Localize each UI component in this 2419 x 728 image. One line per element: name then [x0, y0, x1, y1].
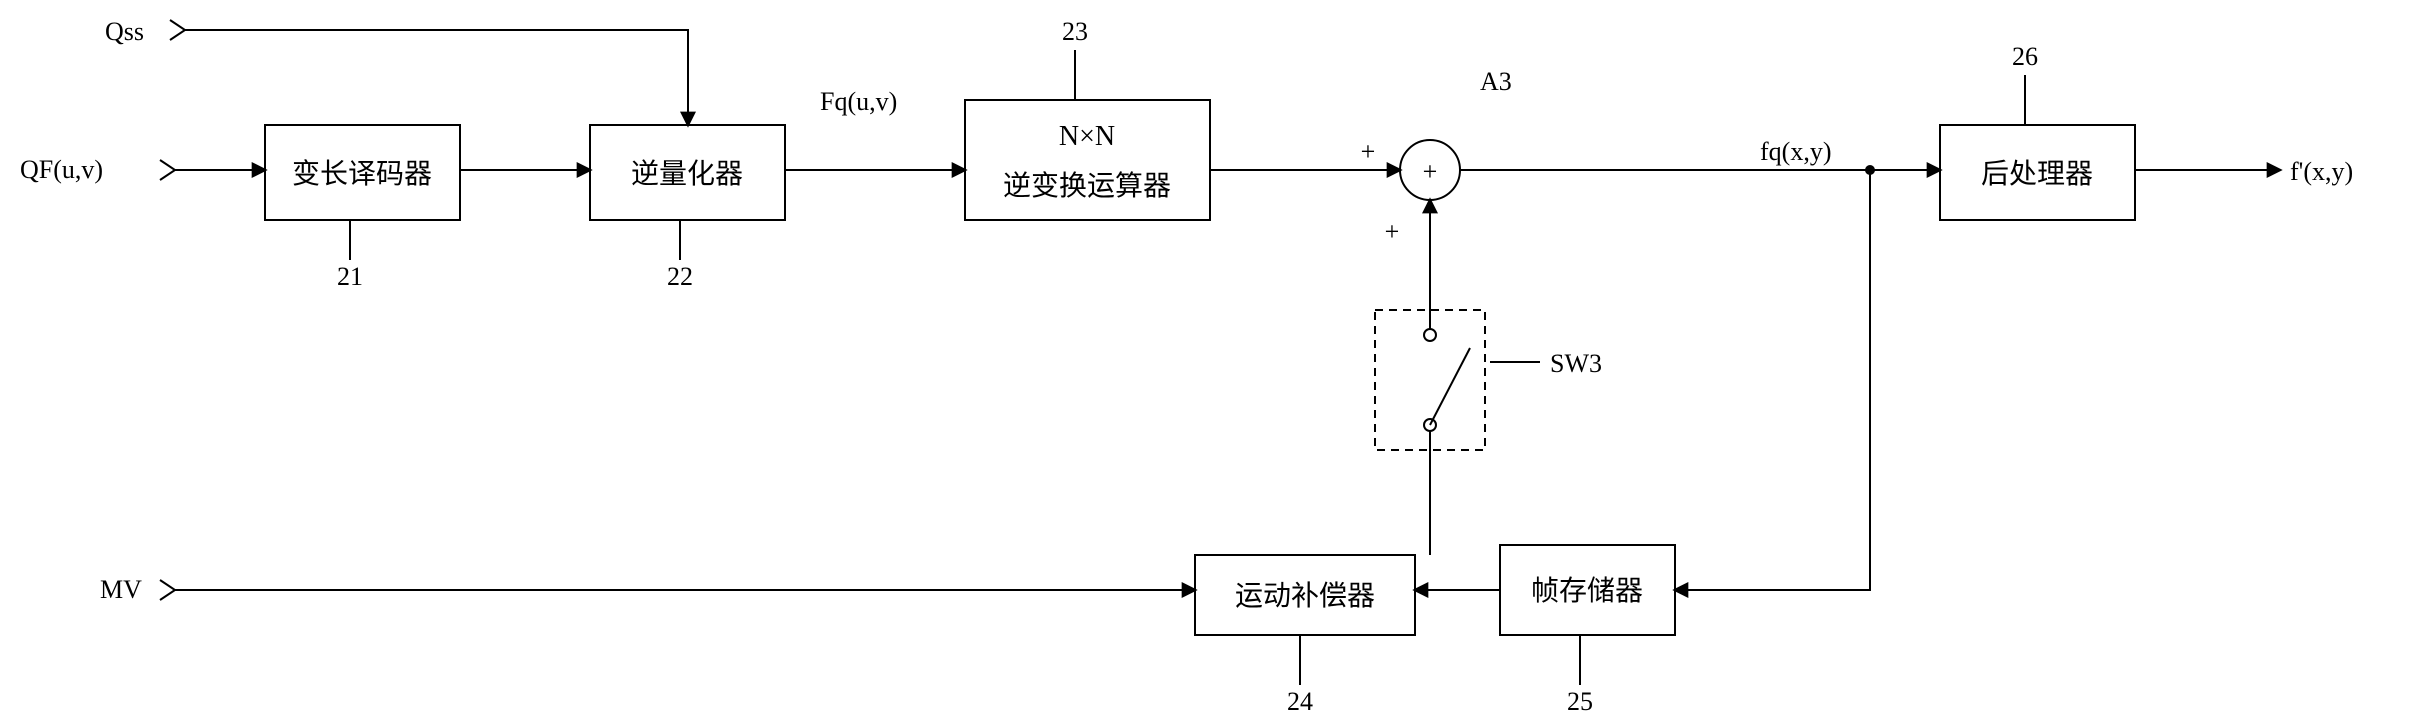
wire-tap-fm — [1675, 170, 1870, 590]
switch-terminal-top — [1424, 329, 1436, 341]
block-post-label: 后处理器 — [1981, 158, 2093, 190]
wires — [175, 30, 2280, 590]
signal-fq-xy: fq(x,y) — [1760, 137, 1831, 166]
chevron-icon — [160, 580, 175, 600]
block-mc-id: 24 — [1287, 687, 1313, 716]
adder-id: A3 — [1480, 67, 1512, 96]
input-ports: Qss QF(u,v) MV — [20, 17, 185, 604]
block-vld: 变长译码器 21 — [265, 125, 460, 291]
block-ixform-line1: N×N — [1059, 121, 1115, 152]
junction-dot — [1865, 165, 1875, 175]
block-ixform-id: 23 — [1062, 17, 1088, 46]
block-iq-label: 逆量化器 — [631, 158, 743, 190]
switch-arm — [1430, 348, 1470, 425]
block-mc-label: 运动补偿器 — [1235, 580, 1375, 612]
block-ixform: N×N 逆变换运算器 23 — [965, 17, 1210, 220]
block-post: 后处理器 26 — [1940, 42, 2135, 220]
adder-plus-bottom: + — [1385, 217, 1400, 246]
block-vld-id: 21 — [337, 262, 363, 291]
block-iq-id: 22 — [667, 262, 693, 291]
block-fm-id: 25 — [1567, 687, 1593, 716]
block-vld-label: 变长译码器 — [292, 158, 432, 190]
switch-label: SW3 — [1550, 349, 1602, 378]
signal-fq-uv: Fq(u,v) — [820, 87, 897, 116]
wire-qss-iq — [185, 30, 688, 125]
adder-plus-icon: + — [1423, 157, 1438, 186]
block-mc: 运动补偿器 24 — [1195, 555, 1415, 716]
block-iq: 逆量化器 22 — [590, 125, 785, 291]
input-qss-label: Qss — [105, 17, 144, 46]
chevron-icon — [160, 160, 175, 180]
block-post-id: 26 — [2012, 42, 2038, 71]
adder-plus-left: + — [1361, 137, 1376, 166]
block-fm-label: 帧存储器 — [1531, 575, 1643, 607]
signal-f-out: f'(x,y) — [2290, 157, 2353, 186]
chevron-icon — [170, 20, 185, 40]
block-fm: 帧存储器 25 — [1500, 545, 1675, 716]
adder-a3: + + + A3 — [1361, 67, 1512, 246]
input-qf-label: QF(u,v) — [20, 155, 103, 184]
switch-sw3: SW3 — [1375, 310, 1602, 450]
input-mv-label: MV — [100, 575, 142, 604]
block-ixform-line2: 逆变换运算器 — [1003, 170, 1171, 202]
